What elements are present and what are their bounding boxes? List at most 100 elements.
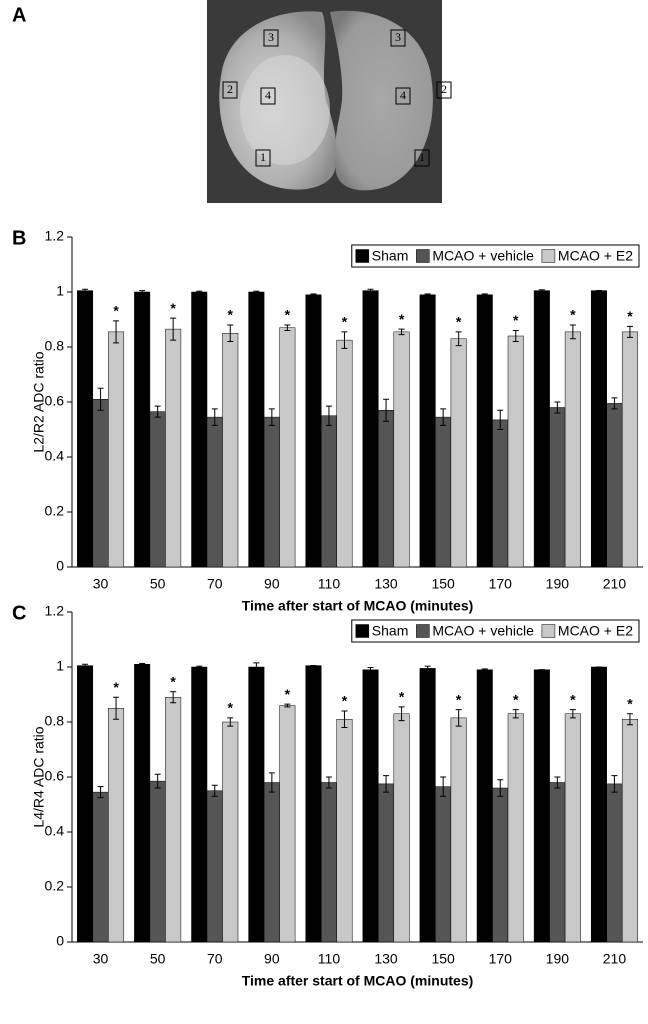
bar [607,403,623,567]
bar [394,332,410,567]
bar [477,295,493,567]
legend-swatch [356,250,369,263]
y-tick-label: 1 [56,658,64,674]
bar [493,420,509,567]
legend-label: MCAO + vehicle [432,623,534,639]
mri-image [207,0,442,203]
x-tick-label: 130 [374,951,398,967]
bar [565,332,581,567]
y-tick-label: 1.2 [45,603,65,619]
significance-marker: * [570,691,576,707]
significance-marker: * [228,307,234,323]
bar [394,714,410,942]
bar [493,788,509,942]
bar [591,291,607,567]
x-tick-label: 30 [93,576,109,592]
x-axis-label: Time after start of MCAO (minutes) [242,973,474,989]
bar [420,668,436,942]
x-tick-label: 210 [603,576,627,592]
bar [420,295,436,567]
bar [321,783,337,943]
bar [337,340,353,567]
y-tick-label: 0.4 [45,448,65,464]
significance-marker: * [170,300,176,316]
x-tick-label: 50 [150,951,166,967]
bar [150,781,166,942]
bar [165,329,181,567]
bar [550,408,566,568]
x-tick-label: 50 [150,576,166,592]
bar [264,417,280,567]
figure: A 3 3 2 4 4 2 1 1 BL2/R2 ADC ratioTime a… [0,0,648,1024]
legend: Sham MCAO + vehicle MCAO + E2 [352,620,639,642]
legend: ShamMCAO + vehicleMCAO + E2 [352,245,639,267]
bar [249,667,265,942]
bar [223,333,239,567]
significance-marker: * [342,693,348,709]
significance-marker: * [627,695,633,711]
bar [477,670,493,942]
x-tick-label: 90 [264,951,280,967]
bar [93,399,109,567]
bar [435,787,451,942]
region-label: 3 [268,30,274,44]
region-label: 4 [265,88,271,102]
x-tick-label: 170 [489,951,513,967]
bar [591,667,607,942]
significance-marker: * [228,700,234,716]
bar [534,670,550,942]
x-tick-label: 210 [603,951,627,967]
bar [134,664,150,942]
x-tick-label: 70 [207,576,223,592]
bar [306,666,322,942]
bar [192,667,208,942]
significance-marker: * [570,307,576,323]
significance-marker: * [399,311,405,327]
x-tick-label: 190 [546,576,570,592]
x-tick-label: 30 [93,951,109,967]
x-tick-label: 150 [431,951,455,967]
bar [622,332,638,567]
bar [378,410,394,567]
y-tick-label: 0 [56,933,64,949]
bar [363,291,379,567]
significance-marker: * [456,314,462,330]
panel-label: C [12,602,26,624]
bar [93,792,109,942]
legend-label: Sham [372,623,409,639]
bar [435,417,451,567]
bar [363,670,379,942]
legend-swatch [416,250,429,263]
bar [565,714,581,942]
x-tick-label: 190 [546,951,570,967]
significance-marker: * [285,307,291,323]
region-label: 2 [227,82,233,96]
bar [378,784,394,942]
region-label: 1 [260,150,266,164]
y-tick-label: 0.2 [45,878,65,894]
bar [280,328,296,567]
panel-label: A [12,4,26,26]
significance-marker: * [113,679,119,695]
legend-swatch [416,625,429,638]
x-tick-label: 150 [431,576,455,592]
bar [207,417,223,567]
bar [451,339,467,567]
region-label: 3 [395,30,401,44]
significance-marker: * [399,689,405,705]
bar [337,719,353,942]
y-tick-label: 0.6 [45,393,65,409]
bar [321,416,337,567]
legend-swatch [542,625,555,638]
bar [249,292,265,567]
significance-marker: * [170,673,176,689]
significance-marker: * [627,308,633,324]
bar [280,706,296,943]
x-tick-label: 90 [264,576,280,592]
significance-marker: * [342,314,348,330]
bar [165,697,181,942]
legend-label: MCAO + E2 [558,623,633,639]
bar [508,714,524,942]
bar [77,291,93,567]
x-tick-label: 70 [207,951,223,967]
